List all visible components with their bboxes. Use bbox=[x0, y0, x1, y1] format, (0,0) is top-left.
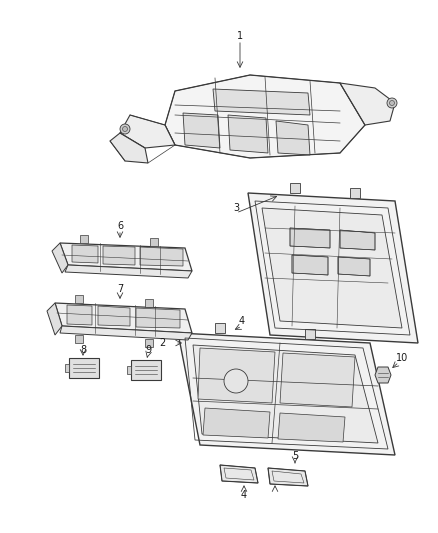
Polygon shape bbox=[290, 183, 300, 193]
Polygon shape bbox=[350, 188, 360, 198]
Circle shape bbox=[120, 124, 130, 134]
Polygon shape bbox=[127, 366, 131, 374]
Polygon shape bbox=[165, 75, 365, 158]
Polygon shape bbox=[292, 255, 328, 275]
Polygon shape bbox=[280, 353, 355, 407]
Text: 2: 2 bbox=[159, 338, 165, 348]
Polygon shape bbox=[262, 208, 402, 328]
Polygon shape bbox=[47, 303, 62, 335]
Polygon shape bbox=[150, 238, 158, 246]
Polygon shape bbox=[375, 367, 391, 383]
Polygon shape bbox=[67, 305, 92, 325]
Polygon shape bbox=[248, 193, 418, 343]
Polygon shape bbox=[198, 348, 275, 403]
Polygon shape bbox=[340, 230, 375, 250]
Circle shape bbox=[389, 101, 395, 106]
Polygon shape bbox=[276, 121, 310, 155]
Polygon shape bbox=[52, 243, 68, 273]
Text: 4: 4 bbox=[241, 490, 247, 500]
Text: 3: 3 bbox=[233, 203, 239, 213]
Text: 7: 7 bbox=[117, 284, 123, 294]
Polygon shape bbox=[290, 228, 330, 248]
Polygon shape bbox=[136, 308, 180, 328]
Polygon shape bbox=[340, 83, 395, 125]
Circle shape bbox=[224, 369, 248, 393]
Polygon shape bbox=[220, 465, 258, 483]
Polygon shape bbox=[145, 299, 153, 307]
Polygon shape bbox=[103, 246, 135, 265]
Polygon shape bbox=[278, 413, 345, 442]
Polygon shape bbox=[183, 113, 220, 148]
Text: 1: 1 bbox=[237, 31, 243, 41]
Polygon shape bbox=[75, 335, 83, 343]
Polygon shape bbox=[215, 323, 225, 333]
Text: 8: 8 bbox=[80, 345, 86, 355]
Polygon shape bbox=[69, 358, 99, 378]
Polygon shape bbox=[98, 306, 130, 326]
Polygon shape bbox=[305, 329, 315, 339]
Polygon shape bbox=[60, 243, 192, 271]
Circle shape bbox=[387, 98, 397, 108]
Polygon shape bbox=[72, 245, 98, 263]
Polygon shape bbox=[145, 339, 153, 347]
Polygon shape bbox=[228, 115, 268, 153]
Polygon shape bbox=[193, 345, 378, 443]
Text: 6: 6 bbox=[117, 221, 123, 231]
Polygon shape bbox=[65, 265, 192, 278]
Polygon shape bbox=[60, 326, 192, 340]
Text: 4: 4 bbox=[239, 316, 245, 326]
Text: 5: 5 bbox=[292, 451, 298, 461]
Circle shape bbox=[123, 126, 127, 132]
Polygon shape bbox=[120, 115, 175, 148]
Polygon shape bbox=[75, 295, 83, 303]
Polygon shape bbox=[268, 468, 308, 486]
Polygon shape bbox=[338, 257, 370, 276]
Polygon shape bbox=[213, 89, 310, 115]
Polygon shape bbox=[55, 303, 192, 333]
Polygon shape bbox=[178, 333, 395, 455]
Polygon shape bbox=[140, 247, 183, 266]
Polygon shape bbox=[131, 360, 161, 380]
Polygon shape bbox=[110, 133, 148, 163]
Text: 10: 10 bbox=[396, 353, 408, 363]
Polygon shape bbox=[80, 235, 88, 243]
Text: 9: 9 bbox=[145, 345, 151, 355]
Polygon shape bbox=[65, 364, 69, 372]
Polygon shape bbox=[203, 408, 270, 438]
